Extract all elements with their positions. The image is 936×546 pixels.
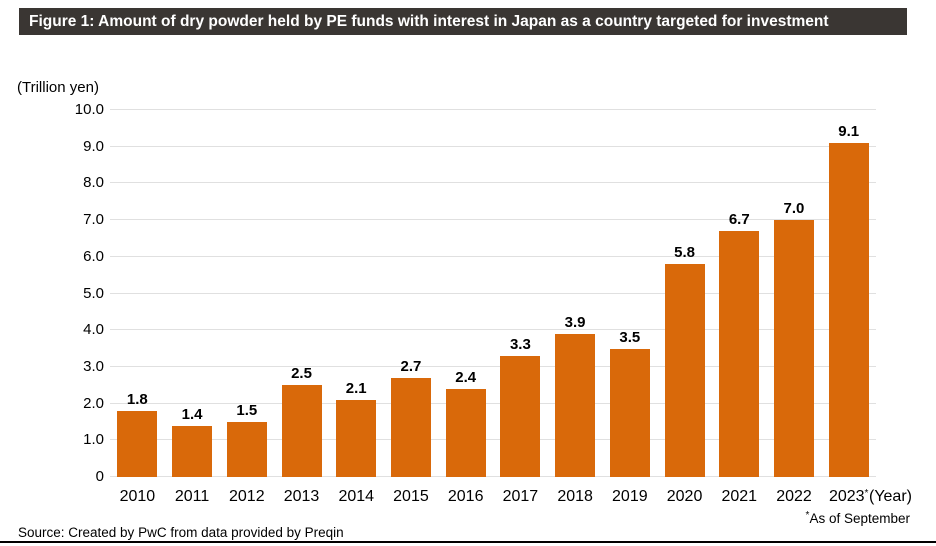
x-tick-label-2016: 2016: [447, 488, 484, 505]
bar-slot-2022: 7.0: [767, 110, 822, 477]
y-tick-label-5.0: 5.0: [83, 284, 104, 302]
y-tick-label-0: 0: [95, 468, 104, 485]
gridline-5.0: [110, 292, 876, 294]
bar-value-label-2013: 2.5: [291, 365, 312, 383]
x-tick-label-2014: 2014: [338, 488, 375, 505]
x-tick-label-2023: 2023*: [828, 488, 869, 505]
bar-slot-2017: 3.3: [493, 110, 548, 477]
x-tick-label-2017: 2017: [502, 488, 539, 505]
bar-value-label-2011: 1.4: [181, 405, 203, 423]
bar-slot-2019: 3.5: [602, 110, 657, 477]
bottom-divider: [0, 541, 936, 543]
bar-value-label-2014: 2.1: [345, 379, 367, 397]
bar-slot-2010: 1.8: [110, 110, 165, 477]
figure-title-bar: Figure 1: Amount of dry powder held by P…: [19, 8, 907, 35]
gridline-7.0: [110, 219, 876, 221]
gridline-1.0: [110, 439, 876, 441]
x-axis-year-suffix: (Year): [869, 488, 912, 505]
bar-2020: [664, 264, 705, 477]
y-axis-tick-labels: 10.0 9.0 8.0 7.0 6.0 5.0 4.0 3.0 2.0 1.0 0: [0, 101, 104, 485]
bar-slot-2013: 2.5: [274, 110, 329, 477]
bar-value-label-2015: 2.7: [400, 357, 422, 375]
y-tick-label-8.0: 8.0: [83, 174, 104, 192]
y-tick-label-6.0: 6.0: [83, 247, 104, 265]
gridline-9.0: [110, 145, 876, 147]
bar-slot-2011: 1.4: [165, 110, 220, 477]
bar-value-label-2017: 3.3: [509, 335, 531, 353]
bar-value-label-2019: 3.5: [619, 328, 641, 346]
bar-slot-2021: 6.7: [712, 110, 767, 477]
footnote: *As of September: [806, 510, 910, 526]
bar-2021: [719, 231, 760, 477]
bar-value-label-2016: 2.4: [455, 368, 477, 386]
bar-2019: [609, 348, 650, 477]
bar-2018: [555, 333, 596, 477]
source-text: Source: Created by PwC from data provide…: [18, 525, 344, 540]
x-tick-label-2018: 2018: [557, 488, 593, 505]
x-tick-label-2015: 2015: [393, 488, 429, 505]
gridline-2.0: [110, 402, 876, 404]
bar-value-label-2010: 1.8: [126, 390, 148, 408]
gridline-6.0: [110, 255, 876, 257]
bar-value-label-2022: 7.0: [783, 200, 805, 218]
gridline-10.0: [110, 109, 876, 110]
bar-slot-2014: 2.1: [329, 110, 384, 477]
bar-value-label-2020: 5.8: [674, 244, 695, 262]
bar-2022: [773, 220, 814, 477]
x-tick-label-2012: 2012: [229, 488, 265, 505]
y-tick-label-7.0: 7.0: [83, 211, 104, 229]
bar-2010: [117, 410, 158, 477]
y-tick-label-3.0: 3.0: [83, 357, 104, 375]
bar-slot-2018: 3.9: [548, 110, 603, 477]
bar-value-label-2023: 9.1: [838, 123, 860, 141]
gridline-0: [110, 476, 876, 477]
y-tick-label-9.0: 9.0: [83, 137, 104, 155]
bar-2015: [390, 377, 431, 477]
x-tick-label-2011: 2011: [174, 488, 210, 505]
bar-slot-2023: 9.1: [821, 110, 876, 477]
x-tick-label-2019: 2019: [612, 488, 648, 505]
bar-2012: [226, 421, 267, 477]
y-axis-unit-label: (Trillion yen): [17, 79, 99, 96]
figure-title: Figure 1: Amount of dry powder held by P…: [29, 12, 829, 30]
bar-2014: [336, 399, 377, 477]
gridline-4.0: [110, 329, 876, 331]
bars-row: 1.8 1.4 1.5 2.5 2.1 2.7 2.4 3.3 3.9 3.5 5.8 6.7 7.0 9…: [110, 110, 876, 477]
x-tick-label-2022: 2022: [776, 488, 812, 505]
gridline-8.0: [110, 182, 876, 184]
y-tick-label-1.0: 1.0: [83, 431, 104, 449]
y-tick-label-10.0: 10.0: [74, 101, 104, 118]
bar-value-label-2012: 1.5: [236, 401, 258, 419]
footnote-marker: *: [805, 510, 810, 521]
x-tick-label-marker: *: [864, 488, 869, 499]
bar-2011: [172, 425, 213, 477]
bar-2017: [500, 355, 541, 477]
x-tick-label-2020: 2020: [666, 488, 703, 505]
x-tick-label-2021: 2021: [721, 488, 758, 505]
bar-2013: [281, 385, 322, 477]
bar-slot-2012: 1.5: [219, 110, 274, 477]
y-tick-label-2.0: 2.0: [83, 394, 104, 412]
bar-chart-plot-area: 1.8 1.4 1.5 2.5 2.1 2.7 2.4 3.3 3.9 3.5 5.8 6.7 7.0 9…: [110, 109, 876, 477]
bar-slot-2020: 5.8: [657, 110, 712, 477]
x-tick-label-2010: 2010: [119, 488, 156, 505]
y-tick-label-4.0: 4.0: [83, 321, 104, 339]
bar-value-label-2021: 6.7: [728, 211, 750, 229]
gridline-3.0: [110, 365, 876, 367]
footnote-text: As of September: [809, 511, 910, 526]
bar-slot-2015: 2.7: [384, 110, 439, 477]
bar-slot-2016: 2.4: [438, 110, 493, 477]
x-tick-label-2013: 2013: [283, 488, 320, 505]
bar-value-label-2018: 3.9: [564, 313, 586, 331]
x-axis-tick-labels: 2010 2011 2012 2013 2014 2015 2016 2017 2018 2019…: [110, 488, 876, 506]
bar-2023: [828, 143, 869, 477]
bar-2016: [445, 388, 486, 477]
